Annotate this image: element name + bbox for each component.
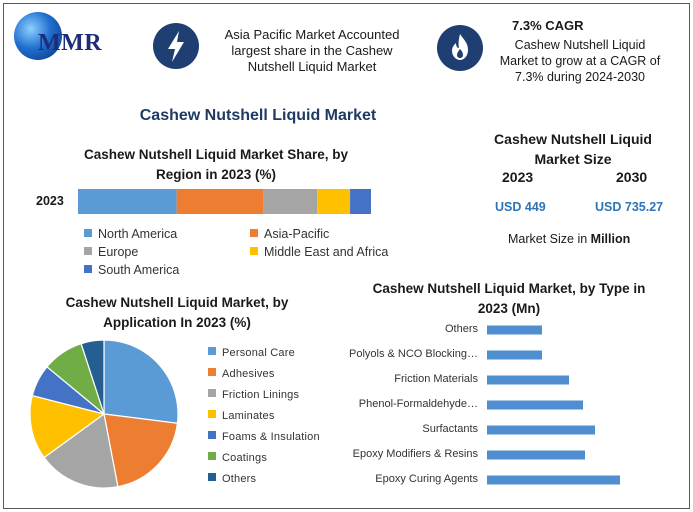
application-legend-item-friction-linings: Friction Linings	[208, 389, 299, 401]
legend-label: Adhesives	[222, 368, 275, 380]
legend-swatch	[84, 247, 92, 255]
legend-label: Foams & Insulation	[222, 431, 320, 443]
region-legend-item-europe: Europe	[84, 245, 138, 259]
application-legend-item-others: Others	[208, 473, 256, 485]
legend-label: North America	[98, 227, 178, 241]
legend-swatch	[208, 473, 216, 481]
region-bar-segment-south-america	[350, 189, 371, 214]
application-legend-item-adhesives: Adhesives	[208, 368, 275, 380]
market-size-year-2030: 2030	[616, 169, 648, 185]
type-category-label: Polyols & NCO Blocking…	[349, 348, 478, 360]
region-legend-item-north-america: North America	[84, 227, 177, 241]
legend-swatch	[208, 431, 216, 439]
legend-swatch	[250, 229, 258, 237]
legend-swatch	[250, 247, 258, 255]
legend-label: Laminates	[222, 410, 275, 422]
legend-label: Others	[222, 473, 257, 485]
type-category-label: Friction Materials	[394, 373, 478, 385]
pie-slice-friction-linings	[43, 412, 119, 489]
legend-label: Middle East and Africa	[264, 245, 389, 259]
type-category-label: Phenol-Formaldehyde…	[358, 398, 478, 410]
cagr-text: Cashew Nutshell Liquid Market to grow at…	[499, 38, 661, 84]
market-size-value-2030: USD 735.27	[595, 200, 664, 214]
type-category-label: Epoxy Modifiers & Resins	[352, 448, 478, 460]
pie-slice-adhesives	[103, 413, 179, 488]
globe-logo-icon	[14, 12, 62, 60]
region-bar-segment-asia-pacific	[176, 189, 264, 214]
legend-label: South America	[98, 263, 180, 277]
cagr-title: 7.3% CAGR	[512, 18, 584, 33]
legend-swatch	[208, 389, 216, 397]
legend-label: Asia-Pacific	[264, 227, 330, 241]
market-size-title: Cashew Nutshell Liquid Market Size	[494, 131, 652, 167]
logo-text: MMR	[38, 30, 103, 56]
region-bar-segment-europe	[263, 189, 318, 214]
application-legend-item-personal-care: Personal Care	[208, 347, 295, 359]
type-category-label: Surfactants	[422, 423, 478, 435]
legend-swatch	[208, 410, 216, 418]
region-bar-segment-north-america	[78, 189, 177, 214]
legend-swatch	[208, 452, 216, 460]
pie-slice-laminates	[29, 394, 106, 459]
region-year-label: 2023	[36, 194, 64, 208]
type-chart-title: Cashew Nutshell Liquid Market, by Type i…	[372, 281, 646, 316]
lightning-icon	[153, 23, 199, 69]
legend-swatch	[84, 265, 92, 273]
market-size-unit-note: Market Size in Million	[508, 232, 630, 246]
flame-icon	[437, 25, 483, 71]
region-chart-title: Cashew Nutshell Liquid Market Share, by …	[83, 147, 349, 182]
legend-swatch	[84, 229, 92, 237]
application-legend-item-coatings: Coatings	[208, 452, 267, 464]
application-chart-title: Cashew Nutshell Liquid Market, by Applic…	[65, 295, 289, 330]
region-bar-segment-middle-east-and-africa	[317, 189, 351, 214]
legend-label: Friction Linings	[222, 389, 300, 401]
unit-prefix: Market Size in	[508, 232, 591, 246]
legend-label: Personal Care	[222, 347, 295, 359]
region-legend-item-south-america: South America	[84, 263, 179, 277]
type-category-label: Others	[444, 323, 478, 335]
region-legend-item-middle-east-and-africa: Middle East and Africa	[250, 245, 388, 259]
legend-label: Europe	[98, 245, 139, 259]
legend-label: Coatings	[222, 452, 268, 464]
unit-emphasis: Million	[590, 232, 631, 246]
pie-slice-others	[80, 339, 105, 415]
highlight-asia-pacific: Asia Pacific Market Accounted largest sh…	[224, 27, 400, 74]
market-size-value-2023: USD 449	[495, 200, 546, 214]
market-size-year-2023: 2023	[502, 169, 534, 185]
legend-swatch	[208, 368, 216, 376]
main-title: Cashew Nutshell Liquid Market	[139, 107, 377, 124]
pie-slice-personal-care	[103, 339, 179, 424]
type-category-label: Epoxy Curing Agents	[375, 473, 478, 485]
region-legend-item-asia-pacific: Asia-Pacific	[250, 227, 329, 241]
legend-swatch	[208, 347, 216, 355]
application-legend-item-laminates: Laminates	[208, 410, 275, 422]
application-pie-chart	[29, 339, 179, 489]
application-legend-item-foams-insulation: Foams & Insulation	[208, 431, 320, 443]
